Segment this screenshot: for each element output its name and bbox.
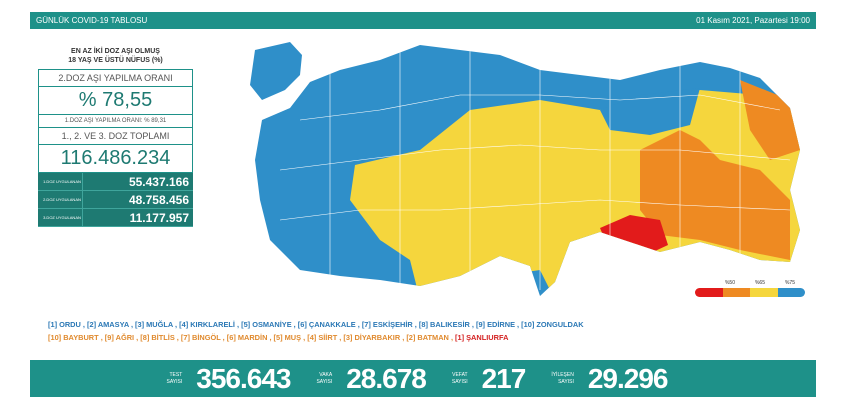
dose-row: 2.DOZ UYGULANAN 48.758.456	[38, 191, 193, 209]
bottom-ranking-last: [1] ŞANLIURFA	[455, 333, 509, 342]
top-ranking-list: [1] ORDU , [2] AMASYA , [3] MUĞLA , [4] …	[48, 320, 584, 329]
stat-label: VAKA SAYISI	[316, 371, 333, 385]
legend-label: %75	[784, 280, 795, 286]
dose-row: 3.DOZ UYGULANAN 11.177.957	[38, 209, 193, 227]
dose-value: 55.437.166	[128, 174, 189, 189]
title-line: EN AZ İKİ DOZ AŞI OLMUŞ	[71, 48, 160, 55]
dose-value: 11.177.957	[129, 210, 189, 225]
first-dose-rate: 1.DOZ AŞI YAPILMA ORANI: % 89,31	[38, 115, 193, 128]
stat-label: VEFAT SAYISI	[451, 371, 468, 385]
death-count: 217	[481, 362, 527, 394]
recovered-count: 29.296	[587, 362, 669, 394]
daily-stats-bar: TEST SAYISI 356.643 VAKA SAYISI 28.678 VEFAT…	[30, 360, 816, 397]
region-red	[600, 215, 668, 258]
bottom-ranking-list: [10] BAYBURT , [9] AĞRI , [8] BİTLİS , […	[48, 333, 508, 342]
province-borders	[279, 50, 791, 290]
dose-value: 48.758.456	[128, 192, 189, 207]
legend-color-bar	[695, 288, 805, 297]
dose-label: 1.DOZ UYGULANAN	[42, 173, 83, 190]
vaccine-title: EN AZ İKİ DOZ AŞI OLMUŞ 18 YAŞ VE ÜSTÜ NÜ…	[38, 47, 193, 65]
dose-label: 3.DOZ UYGULANAN	[42, 209, 83, 226]
dose-label: 2.DOZ UYGULANAN	[42, 191, 83, 208]
stat-label: TEST SAYISI	[166, 371, 183, 385]
case-count: 28.678	[346, 362, 427, 394]
title-line: 18 YAŞ VE ÜSTÜ NÜFUS (%)	[68, 57, 163, 64]
vaccine-panel: EN AZ İKİ DOZ AŞI OLMUŞ 18 YAŞ VE ÜSTÜ NÜ…	[38, 47, 193, 227]
bottom-ranking-text: [10] BAYBURT , [9] AĞRI , [8] BİTLİS , […	[48, 333, 456, 342]
region-blue	[600, 88, 700, 135]
second-dose-label: 2.DOZ AŞI YAPILMA ORANI	[38, 69, 193, 87]
stat-label: İYİLEŞEN SAYISI	[551, 371, 574, 385]
legend-label: %50	[724, 280, 735, 286]
dose-row: 1.DOZ UYGULANAN 55.437.166	[38, 173, 193, 191]
legend-label: %65	[754, 280, 765, 286]
turkey-vaccination-map	[250, 42, 800, 296]
test-count: 356.643	[196, 362, 291, 394]
map-legend: %50 %65 %75	[695, 280, 805, 297]
second-dose-value: % 78,55	[38, 87, 193, 115]
page-title: GÜNLÜK COVID-19 TABLOSU	[36, 16, 148, 25]
total-label: 1., 2. VE 3. DOZ TOPLAMI	[38, 128, 193, 145]
header-bar: GÜNLÜK COVID-19 TABLOSU 01 Kasım 2021, P…	[30, 12, 816, 29]
total-value: 116.486.234	[38, 145, 193, 173]
region-orange	[640, 130, 790, 260]
date-label: 01 Kasım 2021, Pazartesi 19:00	[696, 16, 810, 25]
